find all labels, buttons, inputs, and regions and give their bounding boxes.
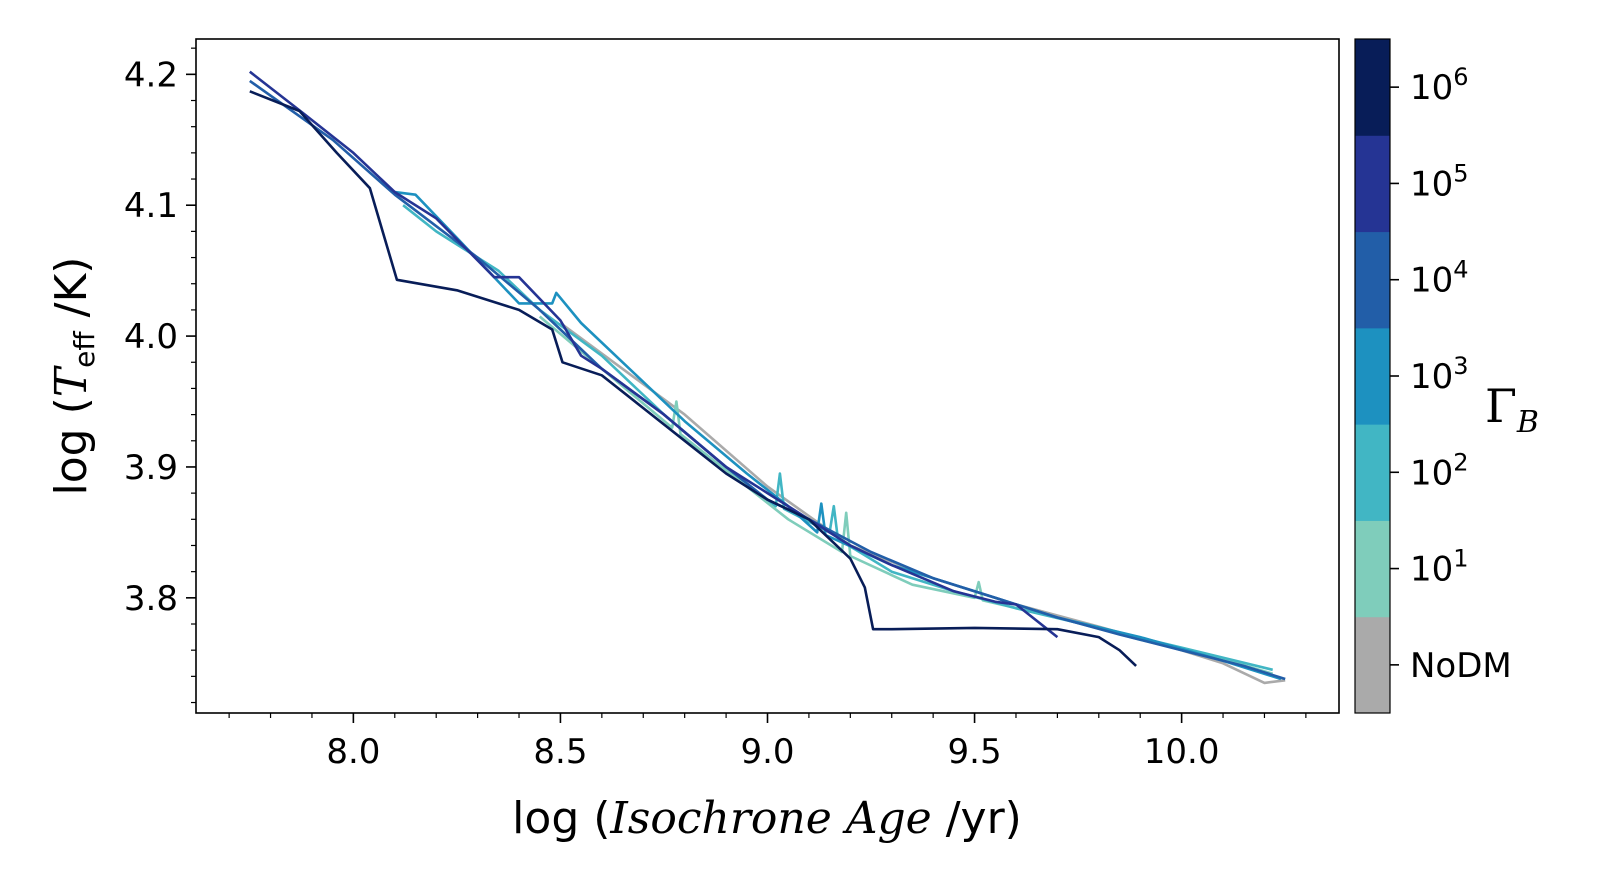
colorbar-segment-1e3	[1355, 327, 1390, 425]
plot-frame	[195, 38, 1340, 714]
series-line-1e2	[402, 204, 1274, 672]
colorbar-tick-label: 104	[1410, 256, 1469, 301]
colorbar-tick-label: 106	[1410, 63, 1469, 108]
colorbar-label: ΓB	[1485, 379, 1539, 440]
x-axis: 8.0 8.5 9.0 9.5 10.0	[228, 713, 1307, 772]
series-line-1e3	[394, 190, 1282, 681]
x-tick-label: 9.5	[948, 732, 1002, 772]
x-tick-label: 10.0	[1144, 732, 1220, 772]
colorbar-segment-1e1	[1355, 520, 1390, 618]
y-tick-label: 3.9	[124, 448, 178, 488]
colorbar-frame	[1354, 38, 1391, 714]
y-axis: 3.8 3.9 4.0 4.1 4.2	[124, 47, 196, 704]
series-line-1e6	[249, 90, 1137, 667]
colorbar-tick-label: 101	[1410, 545, 1469, 590]
y-axis-label: log (Teff /K)	[46, 257, 101, 496]
x-tick-label: 8.0	[326, 732, 380, 772]
y-tick-label: 4.2	[124, 55, 178, 95]
y-tick-label: 4.0	[124, 317, 178, 357]
x-axis-label: log (Isochrone Age /yr)	[512, 793, 1022, 844]
y-tick-label: 4.1	[124, 186, 178, 226]
series-line-1e1	[538, 315, 1274, 675]
y-tick-label: 3.8	[124, 579, 178, 619]
series-layer	[249, 70, 1286, 685]
x-tick-label: 8.5	[533, 732, 587, 772]
colorbar: NoDM 101 102 103 104 105 106	[1354, 38, 1512, 714]
colorbar-segment-1e4	[1355, 231, 1390, 329]
x-tick-label: 9.0	[740, 732, 794, 772]
colorbar-segment-1e5	[1355, 135, 1390, 233]
series-line-1e5	[249, 70, 1059, 639]
colorbar-tick-label: 103	[1410, 352, 1469, 397]
colorbar-segment-1e6	[1355, 39, 1390, 136]
colorbar-tick-label: 102	[1410, 448, 1469, 493]
series-line-1e4	[249, 79, 1286, 681]
colorbar-segment-NoDM	[1355, 616, 1390, 714]
colorbar-tick-label: 105	[1410, 159, 1469, 204]
colorbar-segment-1e2	[1355, 424, 1390, 521]
colorbar-tick-label: NoDM	[1410, 646, 1512, 686]
